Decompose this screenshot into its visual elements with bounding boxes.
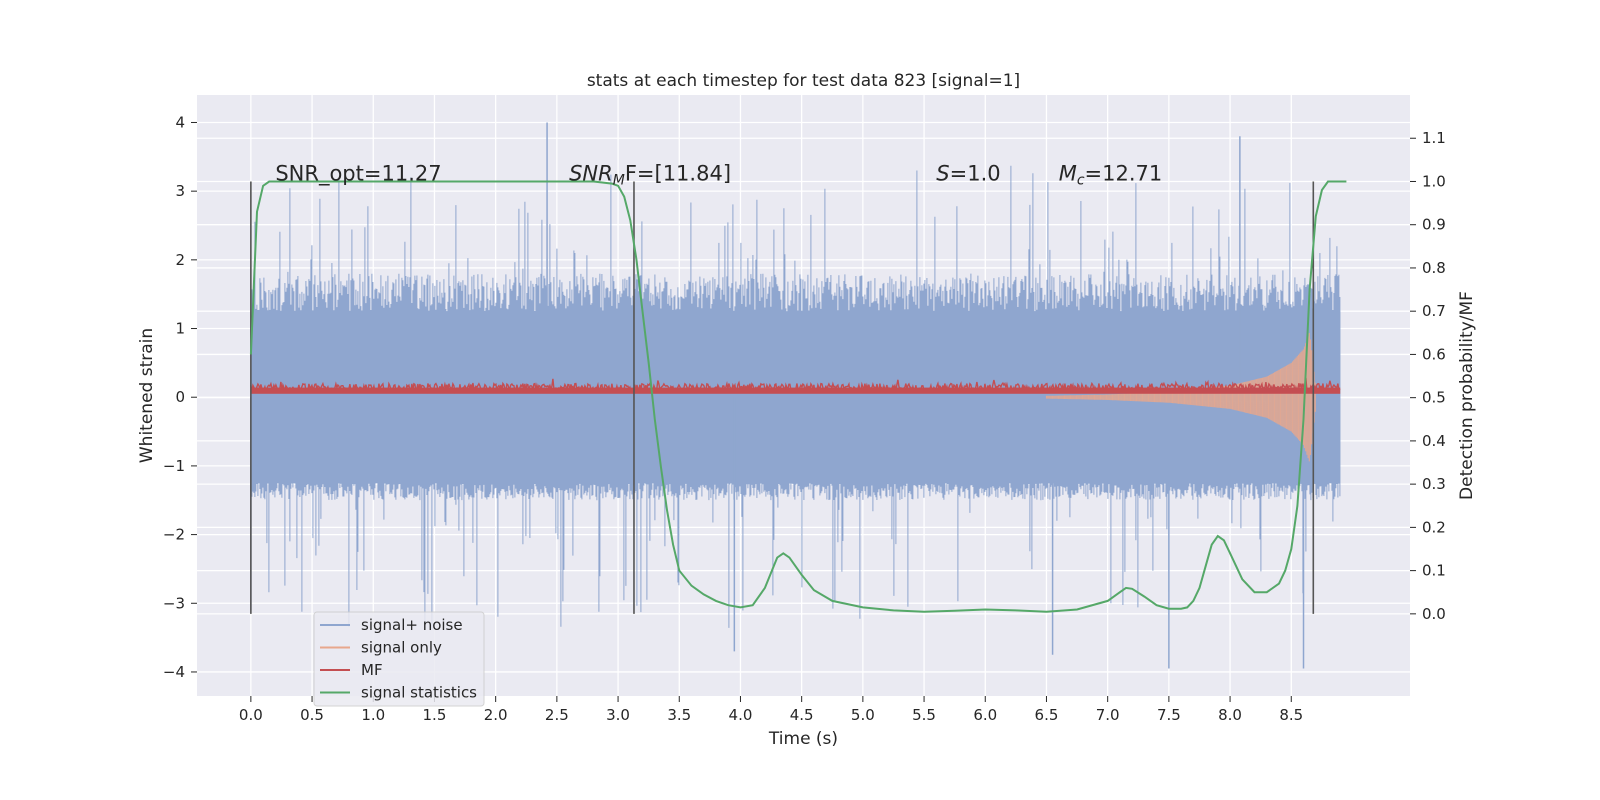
x-axis-ticks: 0.0 0.5 1.0 1.5 2.0 2.5 3.0 3.5 4.0 4.5 5.0 5.5 6.0 6…	[239, 696, 1303, 724]
signal-statistics-series	[249, 180, 1347, 613]
annotation: Mc=12.71	[1059, 161, 1163, 188]
signal-statistics-line	[249, 180, 1347, 613]
y-tick-label: 4	[175, 113, 185, 131]
x-tick-label: 2.5	[545, 706, 569, 724]
annotation: S=1.0	[936, 161, 1000, 185]
y-axis-label: Whitened strain	[137, 328, 157, 463]
x-tick-label: 3.0	[606, 706, 630, 724]
signal-only-series	[1045, 333, 1316, 462]
y-tick-label: 0	[175, 388, 185, 406]
y-tick-label: 1	[175, 320, 185, 338]
legend-label: signal only	[361, 639, 442, 657]
y-tick-label: −4	[163, 663, 185, 681]
y2-tick-label: 0.7	[1422, 302, 1446, 320]
y-tick-label: −3	[163, 594, 185, 612]
y2-tick-label: 0.4	[1422, 432, 1446, 450]
x-tick-label: 6.5	[1035, 706, 1059, 724]
x-tick-label: 7.0	[1096, 706, 1120, 724]
x-tick-label: 1.5	[423, 706, 447, 724]
y2-tick-label: 1.0	[1422, 172, 1446, 190]
y2-tick-label: 0.8	[1422, 259, 1446, 277]
y2-tick-label: 0.9	[1422, 216, 1446, 234]
y-tick-label: −2	[163, 526, 185, 544]
y-tick-label: 3	[175, 182, 185, 200]
annotations: SNR_opt=11.27 SNRMF=[11.84] S=1.0 Mc=12.71	[275, 161, 1162, 188]
y2-tick-label: 1.1	[1422, 129, 1446, 147]
x-axis-label: Time (s)	[768, 729, 838, 749]
x-tick-label: 5.5	[912, 706, 936, 724]
legend-box	[313, 611, 485, 707]
legend-label: signal statistics	[361, 684, 477, 702]
annotation: SNRMF=[11.84]	[569, 161, 731, 188]
x-tick-label: 8.0	[1218, 706, 1242, 724]
x-tick-label: 8.5	[1279, 706, 1303, 724]
legend: signal+ noise signal only MF signal statist…	[313, 611, 485, 707]
annotation: SNR_opt=11.27	[275, 161, 441, 186]
legend-label: MF	[361, 661, 383, 679]
y-tick-label: 2	[175, 251, 185, 269]
x-tick-label: 0.0	[239, 706, 263, 724]
x-tick-label: 0.5	[300, 706, 324, 724]
y2-axis-label: Detection probability/MF	[1457, 291, 1477, 500]
y2-axis-ticks: 1.1 1.0 0.9 0.8 0.7 0.6 0.5 0.4 0.3 0.2 0.1 0.0	[1410, 129, 1446, 623]
x-tick-label: 3.5	[667, 706, 691, 724]
signal-noise-series	[250, 122, 1341, 669]
chart-title: stats at each timestep for test data 823…	[587, 71, 1020, 91]
y2-tick-label: 0.0	[1422, 605, 1446, 623]
y2-tick-label: 0.1	[1422, 562, 1446, 580]
x-tick-label: 5.0	[851, 706, 875, 724]
signal-chirp	[1045, 333, 1316, 462]
x-tick-label: 2.0	[484, 706, 508, 724]
y-axis-ticks: 4 3 2 1 0 −1 −2 −3 −4	[163, 113, 197, 681]
y2-tick-label: 0.2	[1422, 518, 1446, 536]
x-tick-label: 6.0	[973, 706, 997, 724]
y2-tick-label: 0.6	[1422, 345, 1446, 363]
y2-tick-label: 0.3	[1422, 475, 1446, 493]
y2-tick-label: 0.5	[1422, 389, 1446, 407]
y-tick-label: −1	[163, 457, 185, 475]
legend-label: signal+ noise	[361, 616, 463, 634]
x-tick-label: 4.0	[729, 706, 753, 724]
x-tick-label: 1.0	[361, 706, 385, 724]
mf-series	[250, 377, 1341, 395]
x-tick-label: 7.5	[1157, 706, 1181, 724]
x-tick-label: 4.5	[790, 706, 814, 724]
mf-band	[250, 387, 1341, 394]
